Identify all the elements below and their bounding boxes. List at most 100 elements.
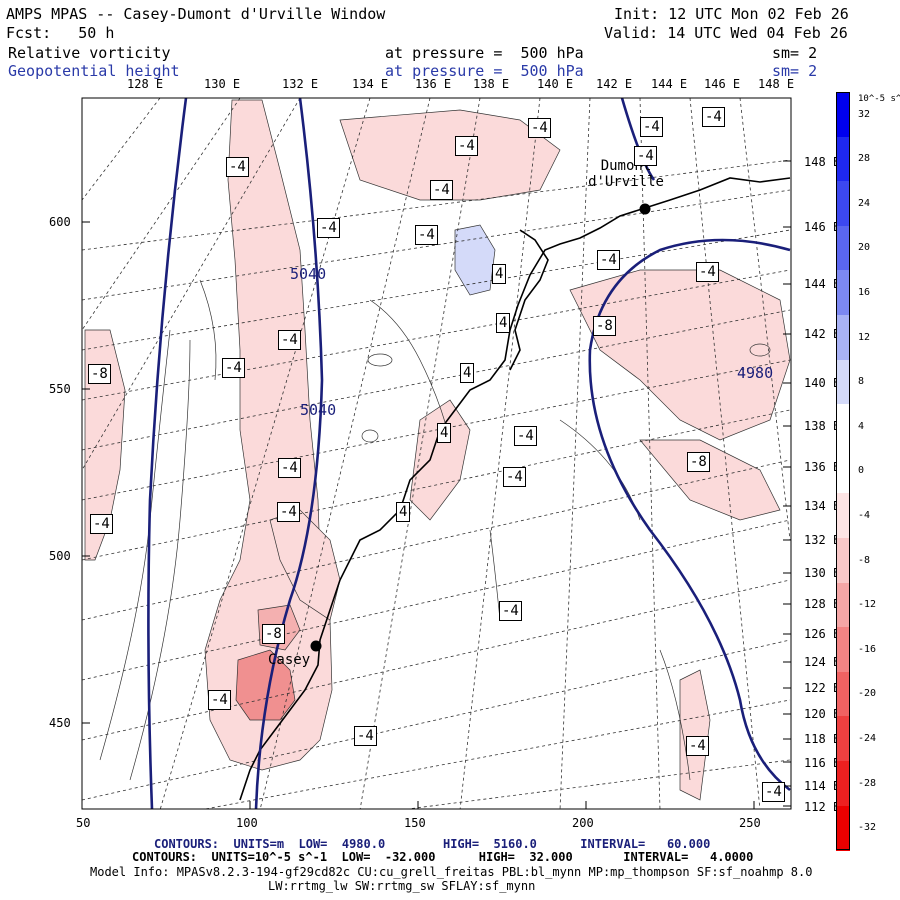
field1-name: Relative vorticity xyxy=(8,44,171,62)
colorbar-swatch xyxy=(836,538,850,584)
colorbar-swatch xyxy=(836,270,850,316)
vorticity-contour-label: -4 xyxy=(354,726,377,746)
shading-west-band xyxy=(84,329,126,561)
longitude-label: 146 E xyxy=(704,77,741,91)
vorticity-contour-label: -4 xyxy=(90,514,113,534)
height-contours xyxy=(147,98,791,809)
longitude-label: 140 E xyxy=(537,77,574,91)
colorbar-label: -4 xyxy=(858,510,871,521)
latitude-label: 136 E xyxy=(804,460,841,474)
colorbar-label: 12 xyxy=(858,331,871,343)
vorticity-contour-label: -4 xyxy=(278,330,301,350)
vorticity-contour-label: -4 xyxy=(226,157,249,177)
vorticity-contour-label: 4 xyxy=(396,502,411,522)
latitude-label: 120 E xyxy=(804,707,841,721)
longitude-label: 148 E xyxy=(758,77,795,91)
vorticity-contour-label: -4 xyxy=(277,502,300,522)
shading-coast-north xyxy=(339,109,561,201)
colorbar-swatch xyxy=(836,359,850,405)
latitude-label: 118 E xyxy=(804,732,841,746)
colorbar-swatch xyxy=(836,671,850,717)
vorticity-contour-label: -4 xyxy=(415,225,438,245)
negative-vorticity-shading xyxy=(84,99,791,801)
colorbar-swatch xyxy=(836,181,850,227)
vorticity-contour-label: 4 xyxy=(496,313,511,333)
colorbar-label: 0 xyxy=(858,465,865,477)
colorbar-label: 16 xyxy=(858,287,871,298)
colorbar-label: 20 xyxy=(858,242,871,254)
footer-model-info: Model Info: MPASv8.2.3-194-gf29cd82c CU:… xyxy=(90,865,813,879)
longitude-label: 138 E xyxy=(473,77,510,91)
valid-time: Valid: 14 UTC Wed 04 Feb 26 xyxy=(604,24,848,42)
longitude-label: 130 E xyxy=(204,77,241,91)
latitude-label: 134 E xyxy=(804,499,841,513)
field2-name: Geopotential height xyxy=(8,62,180,80)
colorbar-swatch xyxy=(836,315,850,361)
plot-title: AMPS MPAS -- Casey-Dumont d'Urville Wind… xyxy=(6,5,386,23)
y-tick-label: 500 xyxy=(49,549,71,563)
height-label-5040-upper: 5040 xyxy=(290,265,327,283)
longitude-label: 128 E xyxy=(127,77,164,91)
y-tick-label: 450 xyxy=(49,716,71,730)
colorbar-swatch xyxy=(836,582,850,628)
right-tick-marks xyxy=(783,160,791,807)
colorbar-swatch xyxy=(836,761,850,807)
vorticity-contour-label: -4 xyxy=(634,146,657,166)
shading-east-patch xyxy=(569,269,791,441)
colorbar-label: -20 xyxy=(858,688,877,700)
latitude-label: 146 E xyxy=(804,220,841,234)
positive-vorticity-shading xyxy=(454,224,496,296)
vorticity-contour-label: -4 xyxy=(514,426,537,446)
dumont-station-marker xyxy=(639,203,651,215)
field2-smoothing: sm= 2 xyxy=(772,62,818,80)
latitude-label: 132 E xyxy=(804,533,841,547)
colorbar-label: -16 xyxy=(858,643,877,655)
longitude-label: 136 E xyxy=(415,77,452,91)
init-time: Init: 12 UTC Mon 02 Feb 26 xyxy=(614,5,849,23)
colorbar-label: -32 xyxy=(858,822,877,834)
shading-ridge-south xyxy=(269,509,341,621)
colorbar-label: -28 xyxy=(858,777,877,789)
colorbar-swatch xyxy=(836,404,850,450)
shading-south-east xyxy=(639,439,781,521)
colorbar-label: -8 xyxy=(858,554,871,566)
vorticity-contour-label: -4 xyxy=(696,262,719,282)
latitude-label: 144 E xyxy=(804,277,841,291)
longitude-label: 144 E xyxy=(651,77,688,91)
latitude-label: 114 E xyxy=(804,779,841,793)
x-tick-label: 100 xyxy=(236,816,258,830)
forecast-hour: Fcst: 50 h xyxy=(6,24,115,42)
vorticity-contour-label: -4 xyxy=(278,458,301,478)
vorticity-contour-label: -4 xyxy=(222,358,245,378)
vorticity-contour-label: 4 xyxy=(437,423,452,443)
latitude-label: 126 E xyxy=(804,627,841,641)
longitude-label: 134 E xyxy=(352,77,389,91)
vorticity-contour-label: 4 xyxy=(492,264,507,284)
coastline xyxy=(239,177,791,801)
latitude-label: 116 E xyxy=(804,756,841,770)
latitude-label: 122 E xyxy=(804,681,841,695)
colorbar-swatch xyxy=(836,225,850,271)
colorbar-label: 24 xyxy=(858,197,871,209)
colorbar-swatch xyxy=(836,805,850,851)
vorticity-contour-label: -4 xyxy=(430,180,453,200)
colorbar-label: 28 xyxy=(858,153,871,165)
vorticity-contour-label: -4 xyxy=(597,250,620,270)
footer-vorticity-contours: CONTOURS: UNITS=10^-5 s^-1 LOW= -32.000 … xyxy=(132,850,754,864)
x-tick-label: 50 xyxy=(76,816,91,830)
vorticity-contour-label: -4 xyxy=(208,690,231,710)
vorticity-contour-label: -8 xyxy=(262,624,285,644)
vorticity-contour-label: -4 xyxy=(762,782,785,802)
latitude-label: 142 E xyxy=(804,327,841,341)
colorbar-label: -24 xyxy=(858,733,877,744)
y-tick-label: 600 xyxy=(49,215,71,229)
shading-far-south xyxy=(679,669,711,801)
colorbar-swatch xyxy=(836,493,850,539)
field1-smoothing: sm= 2 xyxy=(772,44,818,62)
field2-pressure: at pressure = 500 hPa xyxy=(385,62,584,80)
vorticity-contour-label: -4 xyxy=(686,736,709,756)
colorbar-label: 8 xyxy=(858,376,865,388)
latitude-label: 112 E xyxy=(804,800,841,814)
field1-pressure: at pressure = 500 hPa xyxy=(385,44,584,62)
vorticity-contour-label: -4 xyxy=(528,118,551,138)
